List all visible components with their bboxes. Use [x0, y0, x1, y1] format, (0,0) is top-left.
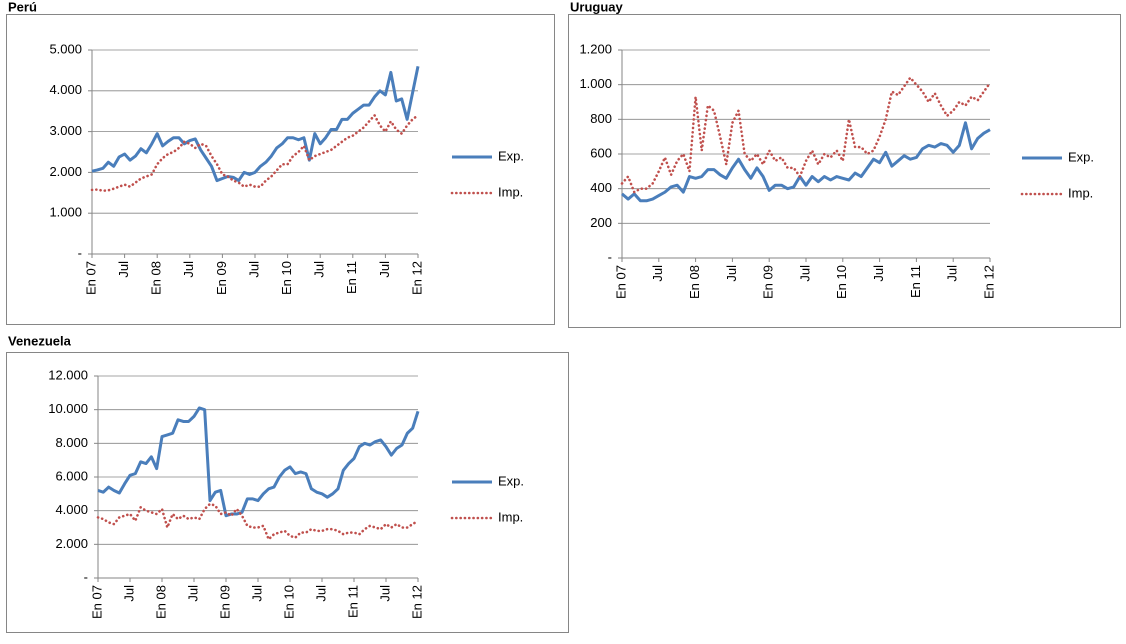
- y-tick-label: 4.000: [49, 82, 82, 97]
- x-tick-label: En 10: [279, 261, 294, 295]
- y-tick-label: 5.000: [49, 41, 82, 56]
- legend-label: Imp.: [498, 184, 523, 199]
- y-tick-label: 2.000: [49, 164, 82, 179]
- x-tick-label: Jul: [797, 265, 812, 282]
- y-tick-label: -: [78, 245, 82, 260]
- x-tick-label: En 08: [149, 261, 164, 295]
- legend-label: Exp.: [498, 473, 524, 488]
- x-tick-label: En 10: [281, 585, 296, 619]
- x-tick-label: En 07: [613, 265, 628, 299]
- x-tick-label: En 08: [687, 265, 702, 299]
- x-tick-label: Jul: [185, 585, 200, 602]
- y-tick-label: 4.000: [55, 502, 88, 517]
- x-tick-label: En 12: [409, 261, 424, 295]
- series-line: [97, 406, 420, 518]
- series-line: [96, 502, 420, 541]
- x-tick-label: Jul: [116, 261, 131, 278]
- x-tick-label: Jul: [945, 265, 960, 282]
- x-tick-label: Jul: [377, 585, 392, 602]
- series-line: [620, 76, 992, 194]
- legend-label: Exp.: [498, 148, 524, 163]
- x-tick-label: Jul: [246, 261, 261, 278]
- x-tick-label: En 09: [217, 585, 232, 619]
- x-tick-label: En 11: [345, 585, 360, 618]
- x-tick-label: En 11: [908, 265, 923, 298]
- x-tick-label: En 12: [409, 585, 424, 619]
- series-line: [90, 113, 420, 193]
- legend-label: Exp.: [1068, 149, 1094, 164]
- chart-title: Perú: [8, 0, 37, 14]
- y-tick-label: 1.200: [579, 41, 612, 56]
- y-tick-label: 1.000: [579, 76, 612, 91]
- x-tick-label: En 09: [761, 265, 776, 299]
- legend-label: Imp.: [1068, 185, 1093, 200]
- x-tick-label: En 07: [89, 585, 104, 619]
- y-tick-label: 12.000: [48, 367, 88, 382]
- chart-frame: [6, 352, 569, 633]
- chart-frame: [568, 14, 1121, 328]
- x-tick-label: En 07: [83, 261, 98, 295]
- x-tick-label: Jul: [724, 265, 739, 282]
- x-tick-label: Jul: [871, 265, 886, 282]
- x-tick-label: En 08: [153, 585, 168, 619]
- y-tick-label: 6.000: [55, 468, 88, 483]
- y-tick-label: -: [608, 249, 612, 264]
- y-tick-label: 400: [590, 180, 612, 195]
- chart-title: Uruguay: [570, 0, 624, 14]
- legend-label: Imp.: [498, 509, 523, 524]
- x-tick-label: En 10: [834, 265, 849, 299]
- x-tick-label: En 09: [214, 261, 229, 295]
- chart-title: Venezuela: [8, 333, 72, 348]
- y-tick-label: 1.000: [49, 205, 82, 220]
- chart-frame: [6, 14, 555, 325]
- x-tick-label: Jul: [121, 585, 136, 602]
- x-tick-label: Jul: [181, 261, 196, 278]
- x-tick-label: En 11: [344, 261, 359, 294]
- x-tick-label: Jul: [313, 585, 328, 602]
- x-tick-label: Jul: [377, 261, 392, 278]
- series-line: [91, 66, 420, 183]
- y-tick-label: 10.000: [48, 401, 88, 416]
- y-tick-label: -: [84, 569, 88, 584]
- y-tick-label: 8.000: [55, 435, 88, 450]
- y-tick-label: 800: [590, 111, 612, 126]
- x-tick-label: Jul: [249, 585, 264, 602]
- y-tick-label: 600: [590, 145, 612, 160]
- x-tick-label: Jul: [312, 261, 327, 278]
- series-line: [621, 121, 991, 203]
- y-tick-label: 200: [590, 215, 612, 230]
- x-tick-label: En 12: [981, 265, 996, 299]
- y-tick-label: 3.000: [49, 123, 82, 138]
- y-tick-label: 2.000: [55, 536, 88, 551]
- x-tick-label: Jul: [650, 265, 665, 282]
